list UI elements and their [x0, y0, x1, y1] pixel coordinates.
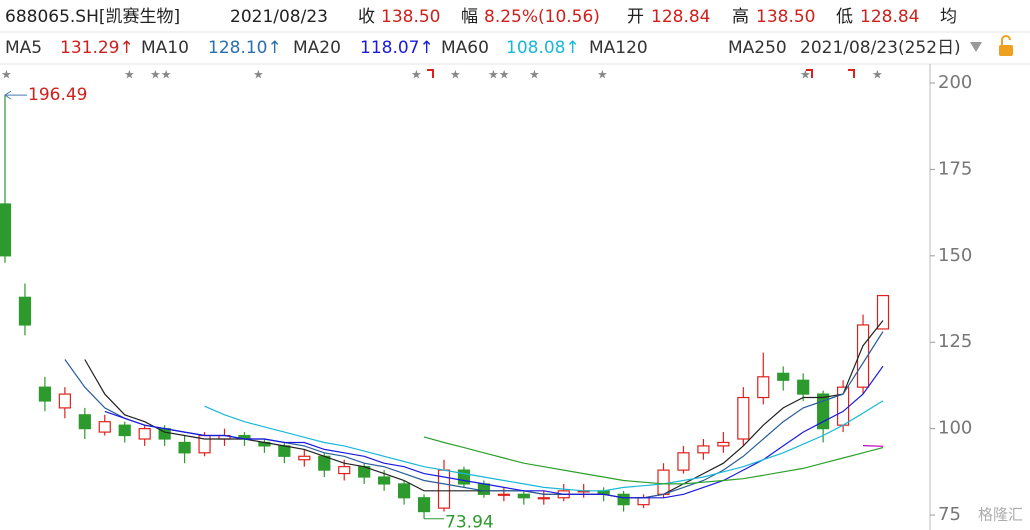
legend-name: MA20 [293, 38, 341, 58]
ma-line [84, 320, 884, 499]
stock-title: 688065.SH[凯赛生物] [5, 6, 180, 27]
legend-value: 118.07↑ [360, 38, 434, 58]
event-flag [848, 69, 855, 78]
quote-date: 2021/08/23 [230, 7, 328, 27]
event-star: ★ [253, 68, 264, 82]
candle-body [78, 414, 91, 430]
candle-body [338, 466, 351, 475]
y-tick-label: 200 [938, 72, 972, 93]
candle-body [397, 483, 411, 499]
candle-body [717, 441, 730, 447]
ma-line [423, 436, 884, 485]
ma-line [862, 445, 884, 447]
candle-body [697, 445, 710, 454]
lock-shackle [1001, 35, 1011, 45]
candle-body [18, 296, 32, 326]
y-tick-label: 175 [938, 158, 972, 179]
y-tick-label: 125 [938, 331, 972, 352]
event-star: ★ [124, 68, 135, 82]
ma-line [64, 331, 884, 499]
event-star: ★ [450, 68, 461, 82]
candle-body [617, 493, 630, 506]
y-tick-label: 150 [938, 245, 972, 266]
ma-line [204, 400, 884, 492]
max-label: 196.49 [28, 85, 87, 105]
quote-value: 138.50 [381, 7, 440, 27]
candle-body [318, 455, 331, 471]
candle-body [797, 379, 810, 395]
candle-body [737, 396, 750, 440]
legend-name: MA120 [589, 38, 648, 58]
event-flags [427, 69, 855, 78]
y-tick-label: 75 [938, 504, 961, 525]
candle-body [856, 324, 870, 388]
dropdown-arrow[interactable] [970, 42, 982, 52]
candle-body [417, 497, 431, 513]
quote-value: 128.84 [860, 7, 919, 27]
quote-label: 收 [358, 7, 375, 27]
min-label: 73.94 [445, 513, 494, 530]
candle-body [298, 455, 311, 461]
candle-body [98, 421, 111, 433]
event-flag [806, 69, 813, 78]
quote-label: 均 [940, 7, 957, 27]
quote-value: 138.50 [756, 7, 815, 27]
candle-body [517, 493, 530, 499]
candle-body [876, 294, 890, 330]
candle-body [657, 469, 670, 495]
legend-name: MA5 [5, 38, 42, 58]
candle-body [497, 493, 510, 496]
event-star: ★ [872, 68, 883, 82]
legend-name: MA60 [441, 38, 489, 58]
quote-value: 128.84 [651, 7, 710, 27]
y-tick-label: 100 [938, 418, 972, 439]
candle-body [178, 441, 191, 454]
candle-body [457, 469, 471, 485]
legend-value: 108.08↑ [506, 38, 580, 58]
legend-name: MA250 [728, 38, 787, 58]
candle-body [637, 497, 650, 506]
legend-value: 131.29↑ [60, 38, 134, 58]
quote-label: 开 [627, 7, 644, 27]
event-star: ★ [529, 68, 540, 82]
event-star: ★ [411, 68, 422, 82]
quote-value: 8.25%(10.56) [484, 7, 600, 27]
ma-line [104, 365, 884, 499]
event-star: ★ [597, 68, 608, 82]
candle-body [777, 372, 790, 381]
candle-body [817, 393, 830, 430]
event-star: ★★ [150, 68, 172, 82]
event-star: ★ [1, 68, 12, 82]
candle-body [278, 445, 291, 457]
candle-body [537, 497, 550, 500]
candle-body [757, 376, 770, 399]
candle-body [138, 428, 151, 440]
range-label: 2021/08/23(252日) [800, 38, 961, 58]
candle-body [38, 386, 52, 402]
event-star: ★ [800, 68, 811, 82]
event-markers: ★ ★ ★★ ★ ★ ★ ★★ ★ ★ ★ ★ [1, 68, 883, 82]
event-flag [427, 69, 434, 78]
quote-label: 高 [732, 7, 749, 27]
lock-body [999, 45, 1013, 56]
max-pointer [4, 90, 27, 100]
quote-label: 幅 [461, 7, 478, 27]
candle-body [677, 452, 690, 471]
candle-body [0, 203, 12, 257]
quote-label: 低 [836, 7, 853, 27]
legend-name: MA10 [141, 38, 189, 58]
candle-body [58, 393, 71, 409]
candle-body [118, 424, 131, 437]
event-star: ★★ [488, 68, 510, 82]
candle-body [378, 476, 391, 485]
candle-body [477, 483, 491, 495]
lock-icon[interactable] [999, 35, 1013, 56]
watermark: 格隆汇 [978, 506, 1023, 524]
legend-value: 128.10↑ [208, 38, 282, 58]
